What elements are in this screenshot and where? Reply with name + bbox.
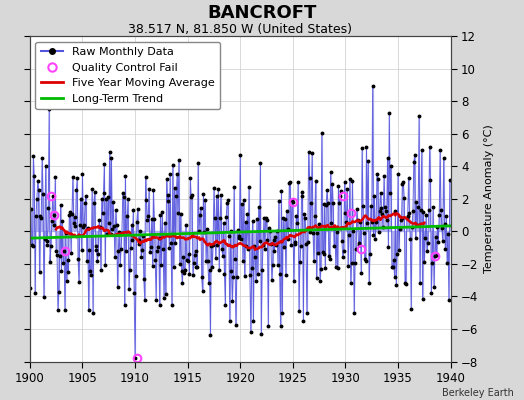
Text: BANCROFT: BANCROFT — [208, 4, 316, 22]
Legend: Raw Monthly Data, Quality Control Fail, Five Year Moving Average, Long-Term Tren: Raw Monthly Data, Quality Control Fail, … — [36, 42, 221, 109]
Y-axis label: Temperature Anomaly (°C): Temperature Anomaly (°C) — [484, 124, 494, 273]
Text: Berkeley Earth: Berkeley Earth — [442, 388, 514, 398]
Title: 38.517 N, 81.850 W (United States): 38.517 N, 81.850 W (United States) — [128, 23, 352, 36]
